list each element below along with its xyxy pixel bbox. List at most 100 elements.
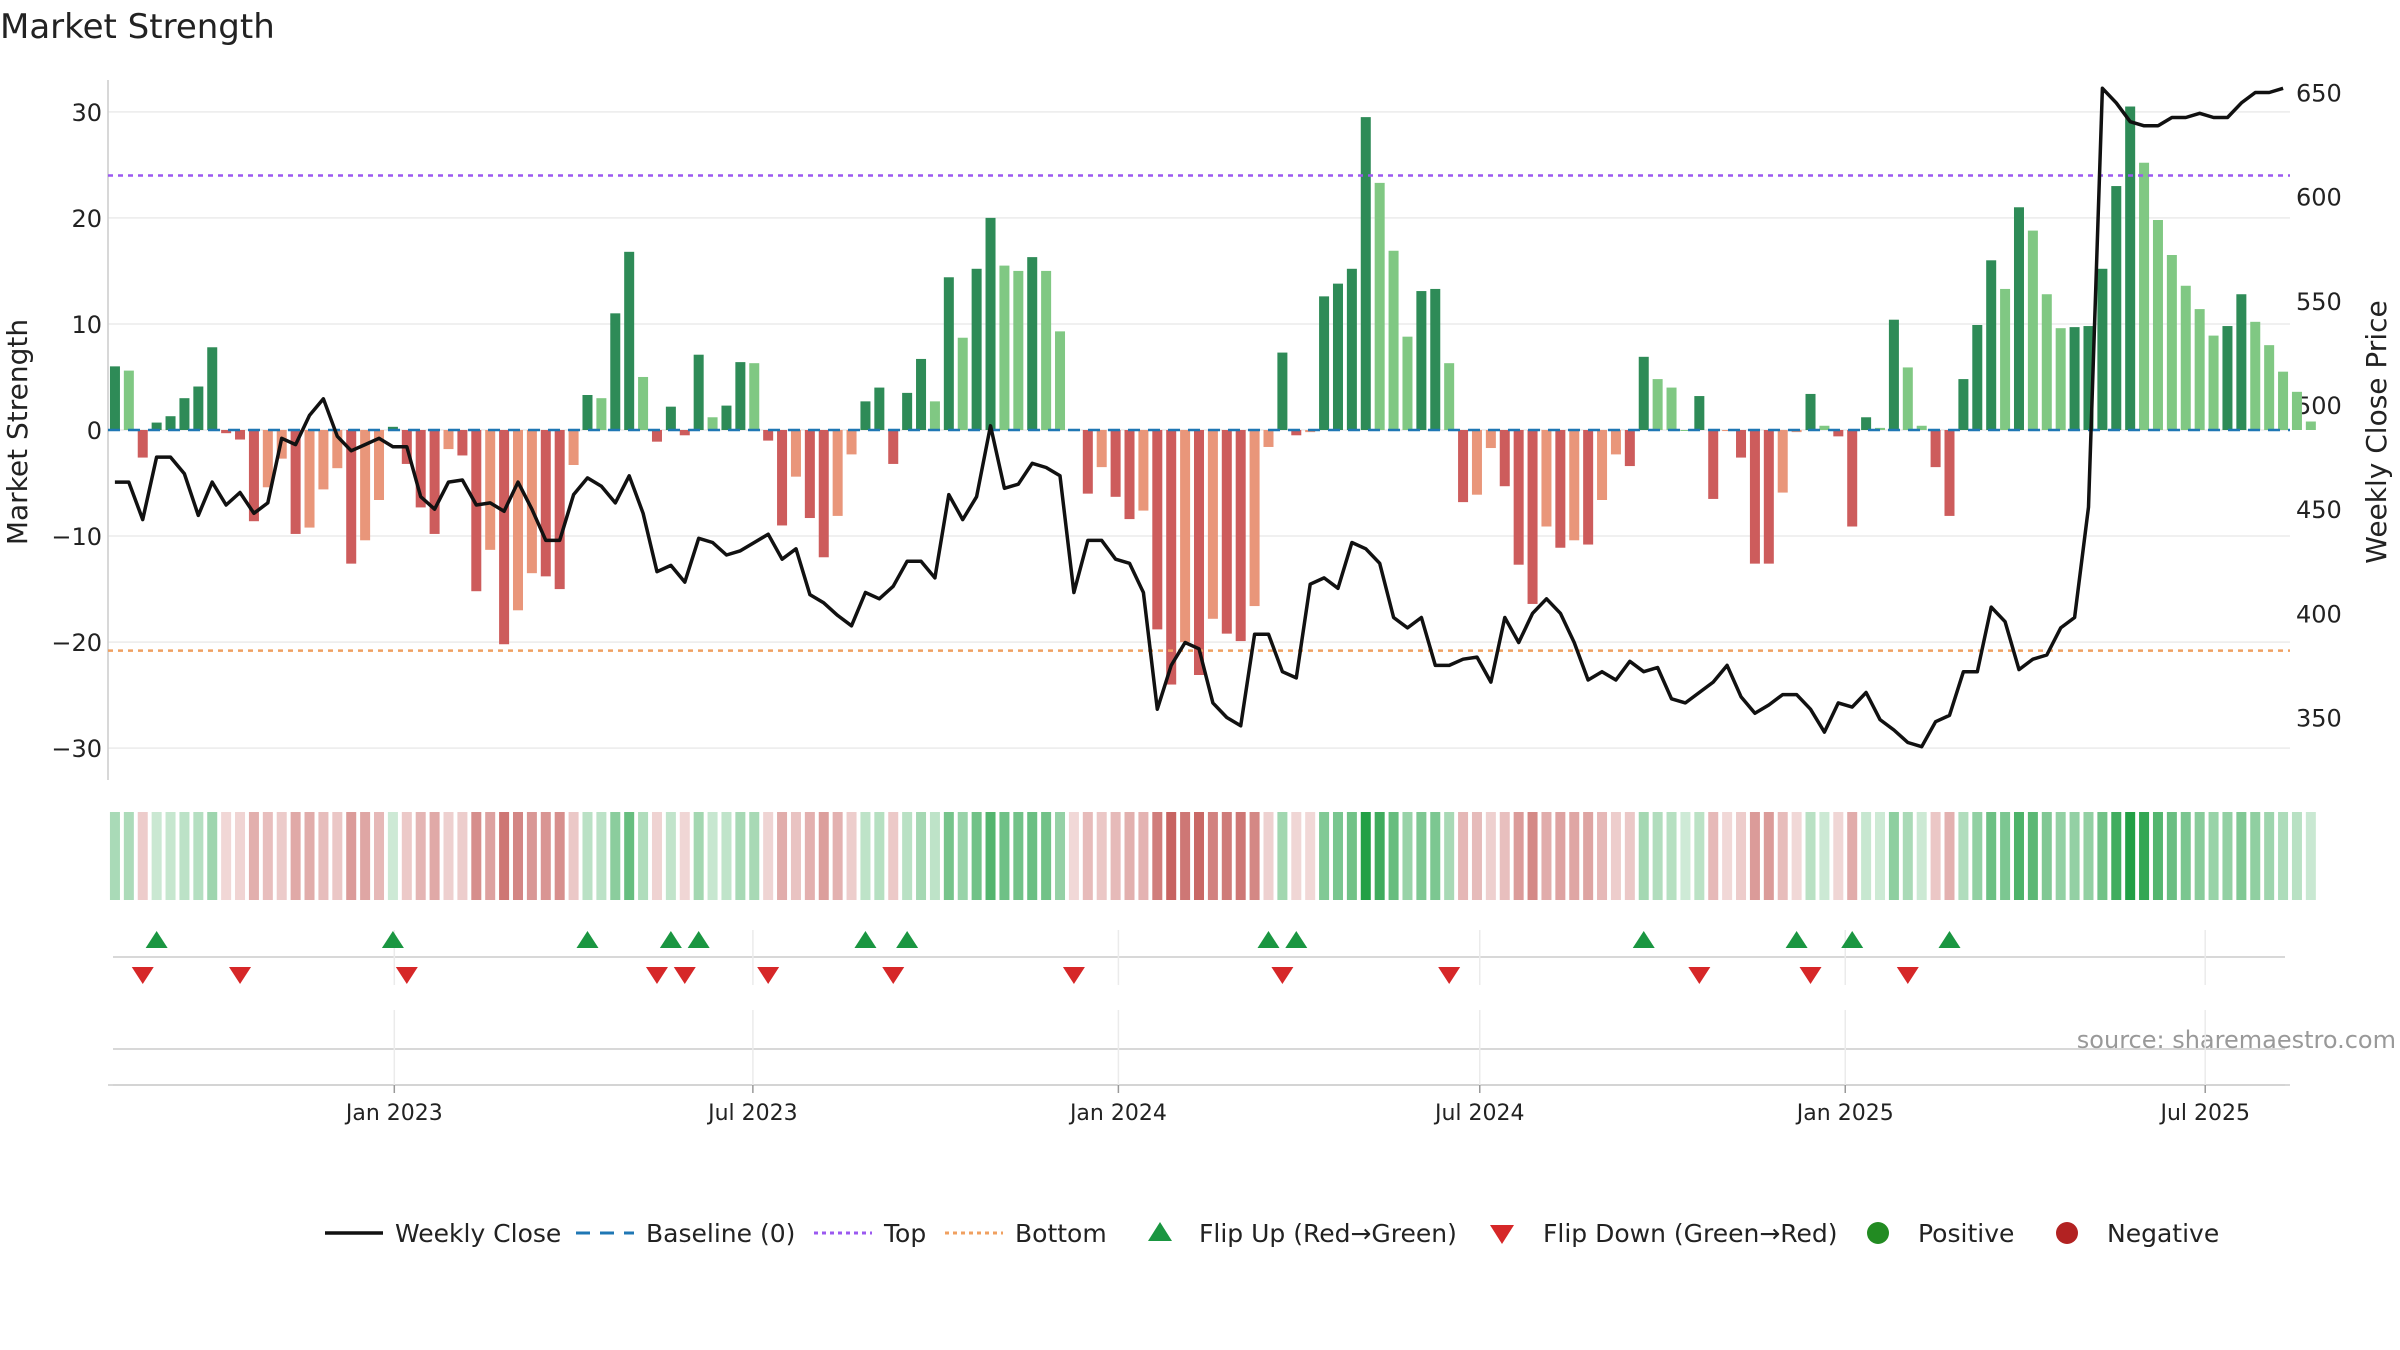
strength-bar [1124, 430, 1135, 520]
strip-cell [1694, 812, 1705, 900]
strength-bar [1680, 430, 1691, 431]
y-axis-left-label: Market Strength [1, 319, 34, 545]
strength-bar [1193, 430, 1205, 675]
strip-cell [1958, 812, 1969, 900]
legend-label: Positive [1918, 1219, 2014, 1248]
strength-bar [763, 430, 774, 441]
flip-up-marker [854, 931, 877, 948]
strength-bar [1722, 430, 1733, 432]
strength-bar [860, 401, 871, 430]
strength-bar [304, 430, 315, 528]
strip-cell [1180, 812, 1191, 900]
strip-cell [443, 812, 454, 900]
strength-bar [971, 268, 982, 430]
x-tick-label: Jul 2025 [2158, 1101, 2250, 1126]
strength-bar [1694, 396, 1705, 430]
strength-bar [1166, 430, 1177, 685]
strip-cell [679, 812, 690, 900]
strip-cell [2250, 812, 2261, 900]
strength-bar [1513, 430, 1524, 565]
strip-cell [304, 812, 315, 900]
strength-bar [693, 354, 704, 430]
legend-label: Top [883, 1219, 926, 1248]
legend-swatch [1867, 1222, 1889, 1244]
strip-cell [1055, 812, 1066, 900]
flip-down-marker [1062, 967, 1085, 984]
legend-swatch [1148, 1222, 1172, 1241]
strip-cell [1319, 812, 1330, 900]
strip-cell [2166, 812, 2177, 900]
strength-bar [499, 430, 510, 645]
strip-cell [1819, 812, 1830, 900]
strip-cell [137, 812, 148, 900]
strip-cell [1972, 812, 1983, 900]
strip-cell [374, 812, 385, 900]
strip-cell [1444, 812, 1455, 900]
strip-cell [1124, 812, 1135, 900]
flip-down-marker [882, 967, 905, 984]
strip-cell [1791, 812, 1802, 900]
strip-cell [401, 812, 412, 900]
strength-bar [1541, 430, 1552, 527]
strength-bar [1666, 387, 1677, 430]
legend-label: Flip Down (Green→Red) [1543, 1219, 1838, 1248]
strip-cell [2097, 812, 2108, 900]
strength-bar [624, 251, 635, 430]
strength-bar [1485, 430, 1496, 449]
strength-bar [1638, 356, 1649, 430]
strip-cell [471, 812, 482, 900]
x-tick-label: Jan 2025 [1795, 1101, 1894, 1126]
strength-bar [818, 430, 829, 558]
flip-up-marker [145, 931, 168, 948]
strength-bar [415, 430, 426, 508]
strength-bar [512, 430, 523, 611]
flip-up-marker [687, 931, 710, 948]
strip-cell [804, 812, 815, 900]
strip-cell [1833, 812, 1844, 900]
strip-cell [943, 812, 954, 900]
strength-bar [443, 430, 454, 450]
strength-bar [804, 430, 815, 519]
strip-cell [1485, 812, 1496, 900]
strip-cell [1499, 812, 1510, 900]
strength-bar [2166, 255, 2177, 430]
strength-bar [1624, 430, 1635, 467]
y-right-tick-label: 650 [2296, 80, 2342, 108]
flip-up-marker [1785, 931, 1808, 948]
strip-cell [2041, 812, 2052, 900]
strip-cell [1722, 812, 1733, 900]
strip-cell [568, 812, 579, 900]
strength-bar [235, 430, 246, 440]
flip-up-marker [1841, 931, 1864, 948]
strip-cell [1875, 812, 1886, 900]
strength-bar [1374, 182, 1385, 430]
strength-bar [1777, 430, 1788, 493]
legend-label: Bottom [1015, 1219, 1107, 1248]
main-panel: 30 20 10 0 −10 −20 −30 650 600 550 500 450 400 350 [51, 80, 2342, 780]
strength-bar [2180, 285, 2191, 430]
strip-cell [1235, 812, 1246, 900]
strip-cell [1096, 812, 1107, 900]
strength-bar [582, 395, 593, 430]
y-left-tick-label: 10 [71, 311, 102, 339]
strength-bar [749, 363, 760, 430]
strip-cell [1193, 812, 1205, 900]
strength-bar [721, 405, 732, 430]
strip-cell [221, 812, 232, 900]
y-right-tick-label: 550 [2296, 288, 2342, 316]
strength-bar [1402, 336, 1413, 430]
strength-bar [679, 430, 690, 436]
source-watermark: source: sharemaestro.com [2077, 1026, 2396, 1054]
flip-up-marker [1632, 931, 1655, 948]
legend-item-flip-down: Flip Down (Green→Red) [1490, 1219, 1838, 1248]
strip-cell [1847, 812, 1858, 900]
y-left-tick-label: −10 [51, 523, 102, 551]
strength-bar [638, 376, 649, 430]
strip-cell [1513, 812, 1524, 900]
strip-cell [2083, 812, 2094, 900]
strip-cell [985, 812, 996, 900]
strip-cell [1861, 812, 1872, 900]
strength-bar [332, 430, 343, 469]
strip-cell [1610, 812, 1621, 900]
